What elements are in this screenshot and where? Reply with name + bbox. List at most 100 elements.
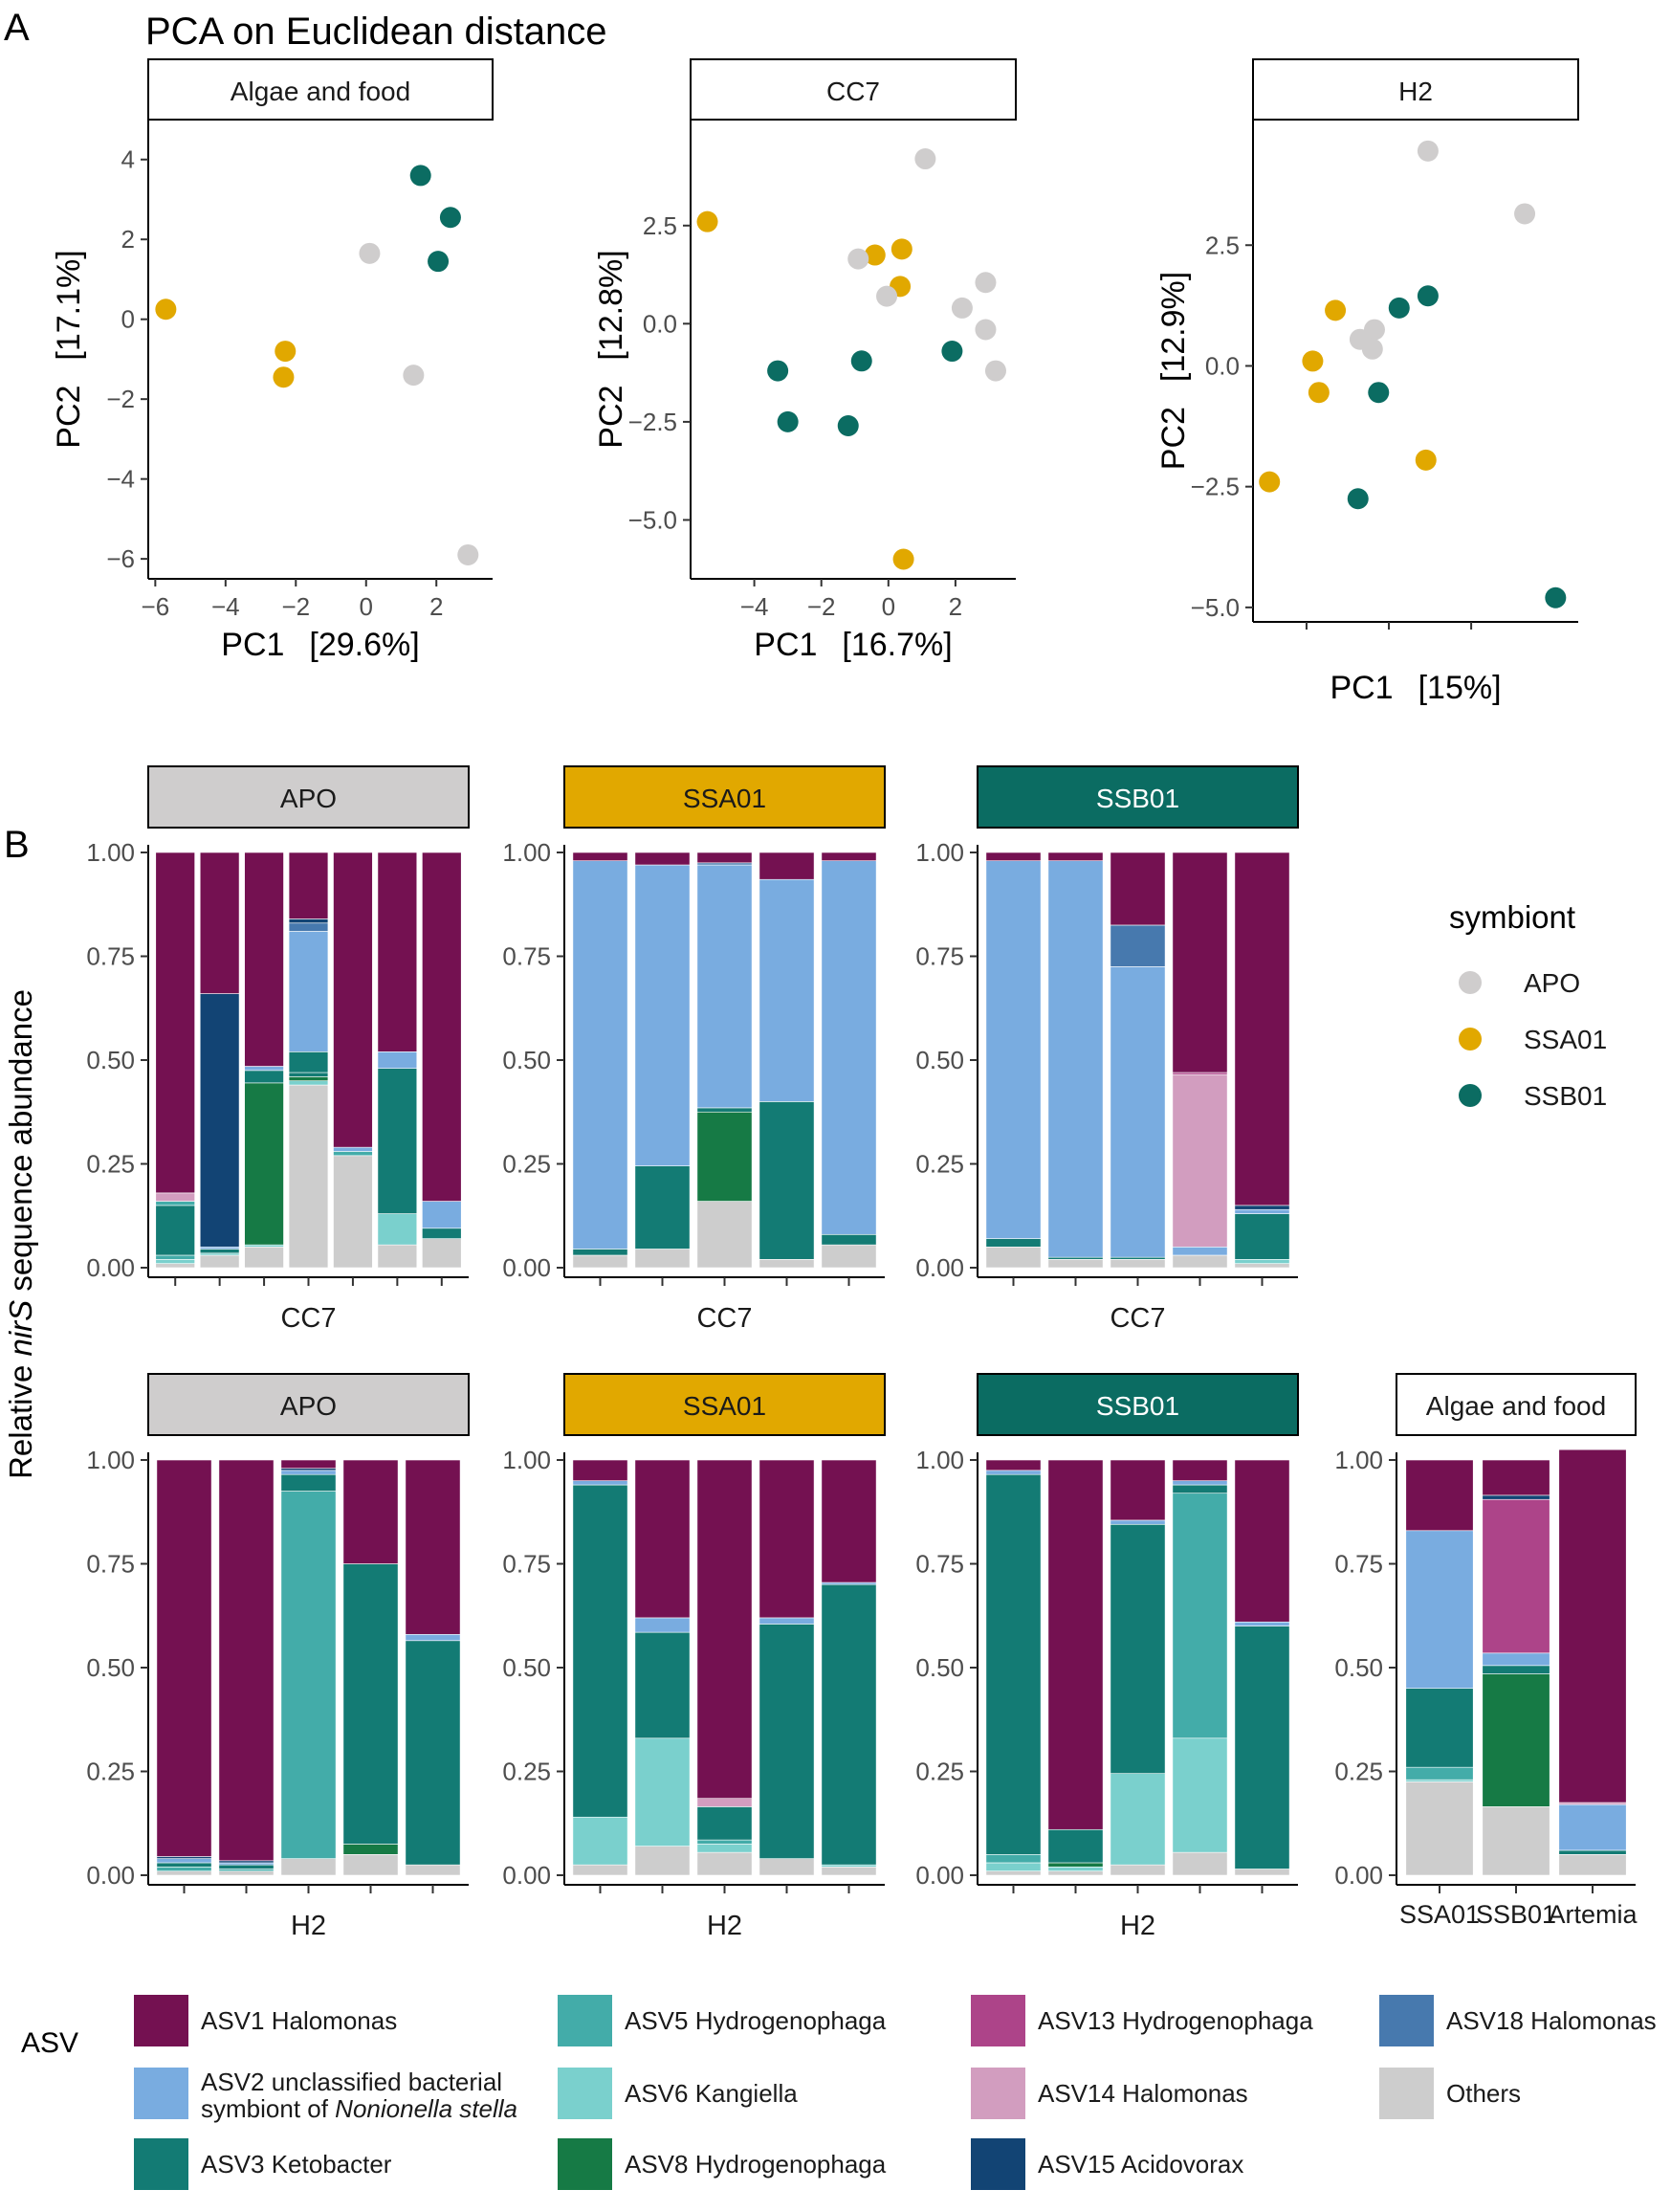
x-axis-title-name: PC1 [1330,670,1393,706]
y-tick-label: 1.00 [915,1446,964,1474]
scatter-point-apo [457,543,479,565]
y-tick-label: 0.00 [915,1861,964,1890]
y-tick-label: 0.25 [1334,1758,1383,1786]
asv-legend-title: ASV [21,2027,78,2059]
x-tick-label: 2 [949,592,962,621]
bar-segment-asv3 [696,1806,753,1841]
bar-segment-asv3 [288,1072,329,1077]
bar-segment-asv2 [1482,1652,1550,1667]
bar-panel-b2: SSA01 0.00 0.25 0.50 0.75 1.00 CC7 [502,765,886,1334]
bar-segment-asv3 [1172,1484,1228,1494]
bar-segment-others [634,1846,691,1876]
bar-segment-asv1 [280,1459,337,1469]
y-tick-label: −5.0 [628,505,677,534]
bar-segment-asv5 [155,1254,195,1260]
y-tick-label: −6 [106,544,135,573]
bar-segment-others [821,1867,877,1876]
bar-segment-asv6 [1172,1737,1228,1853]
bar-segment-asv5 [156,1867,212,1871]
bar-segment-asv1 [634,852,691,866]
legend-key-asv8 [558,2138,612,2190]
panel-b-label: B [4,824,30,866]
x-tick-label: −4 [740,592,769,621]
legend-label-asv13: ASV13 Hydrogenophaga [1038,2006,1313,2035]
bar-segment-asv2 [288,931,329,1052]
bar-segment-asv3 [1047,1256,1104,1260]
strip-box [1396,1373,1637,1436]
bar-segment-asv3 [1234,1213,1290,1260]
bar-segment-asv1 [333,852,373,1148]
strip-label: CC7 [826,77,880,106]
scatter-point-apo [876,285,898,307]
bar-segment-asv3 [199,1249,240,1254]
bar-segment-asv15 [1482,1494,1550,1500]
bar-segment-asv2 [634,864,691,1166]
bar-segment-asv1 [1405,1459,1474,1532]
bar-segment-asv1 [985,852,1042,861]
x-axis-title: PC1 [29.6%] [221,627,419,663]
bar-segment-asv5 [1172,1493,1228,1739]
scatter-point-apo [951,297,973,319]
x-tick-label: SSB01 [1476,1900,1556,1929]
bar-segment-asv2 [572,860,628,1250]
bar-segment-asv2 [405,1633,461,1642]
bar-segment-asv18 [1110,924,1166,967]
scatter-point-ssa01 [864,244,886,266]
bar-segment-asv5 [985,1854,1042,1864]
bar-segment-asv3 [155,1205,195,1256]
bar-segment-asv2 [572,1480,628,1486]
bar-segment-asv3 [342,1563,399,1845]
strip-label: SSA01 [683,1391,766,1421]
bar-segment-asv1 [288,852,329,919]
strip-label: Algae and food [231,77,410,106]
bar-segment-asv2 [280,1470,337,1475]
y-tick-label: 0.75 [502,942,551,971]
y-tick-label: 2.5 [1205,231,1240,259]
bar-segment-others [218,1870,275,1876]
bar-segment-asv5 [1405,1766,1474,1781]
bar-segment-asv3 [1234,1626,1290,1869]
bar-segment-asv2 [1172,1480,1228,1486]
y-tick-label: 0.75 [502,1550,551,1579]
bar-segment-asv6 [377,1213,418,1246]
bar-segment-asv1 [218,1459,275,1862]
x-tick-label: 2 [429,592,443,621]
legend-key-asv13 [971,1995,1025,2046]
legend-label-line2-species: Nonionella stella [335,2094,517,2123]
bar-segment-asv6 [821,1864,877,1868]
bar-segment-asv1 [422,852,462,1202]
scatter-point-apo [359,242,381,264]
strip-box [147,1373,470,1436]
x-tick-label: SSA01 [1399,1900,1480,1929]
bar-segment-asv8 [244,1082,284,1246]
bar-segment-others [377,1244,418,1269]
bar-segment-others [634,1249,691,1269]
bar-segment-asv2 [218,1862,275,1866]
bar-segment-others [1110,1259,1166,1269]
bar-segment-asv1 [377,852,418,1052]
scatter-point-apo [1417,140,1439,162]
legend-label-apo: APO [1524,968,1580,998]
y-tick-label: 0.75 [1334,1550,1383,1579]
asv-legend: ASV ASV1 Halomonas ASV2 unclassified bact… [21,1995,1657,2190]
bar-segment-asv6 [634,1737,691,1847]
y-tick-label: 0.00 [86,1861,135,1890]
bar-segment-asv15 [1234,1205,1290,1210]
bar-segment-asv1 [572,852,628,861]
bar-segment-asv1 [1110,1459,1166,1521]
scatter-point-ssb01 [439,207,461,229]
bar-segment-asv5 [155,1201,195,1206]
strip-label: SSB01 [1096,1391,1179,1421]
legend-label-asv1: ASV1 Halomonas [201,2006,397,2035]
bar-segment-asv5 [218,1869,275,1871]
strip-box [977,765,1299,829]
bar-segment-asv2 [985,1470,1042,1475]
bar-segment-asv3 [572,1484,628,1818]
bar-segment-asv18 [696,862,753,866]
y-tick-label: 0.00 [502,1861,551,1890]
bar-segment-asv3 [821,1233,877,1246]
bar-segment-asv2 [985,860,1042,1239]
bar-segment-asv1 [1234,1459,1290,1623]
scatter-point-ssa01 [1302,350,1324,372]
